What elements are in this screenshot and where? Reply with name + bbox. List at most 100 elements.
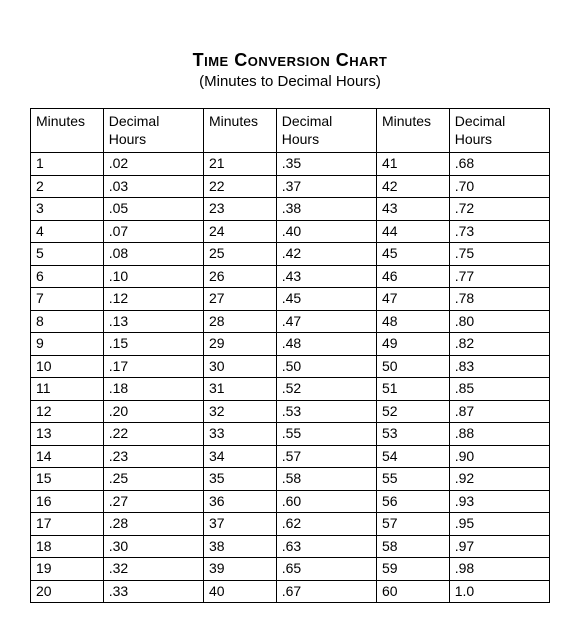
table-cell: .67 (276, 580, 376, 603)
table-cell: .53 (276, 400, 376, 423)
table-cell: .40 (276, 220, 376, 243)
table-cell: 28 (203, 310, 276, 333)
table-row: 12.2032.5352.87 (31, 400, 550, 423)
table-cell: 16 (31, 490, 104, 513)
table-row: 2.0322.3742.70 (31, 175, 550, 198)
table-cell: .80 (449, 310, 549, 333)
table-cell: .18 (103, 378, 203, 401)
table-cell: .93 (449, 490, 549, 513)
table-cell: 15 (31, 468, 104, 491)
table-cell: .88 (449, 423, 549, 446)
table-cell: 12 (31, 400, 104, 423)
table-cell: .02 (103, 153, 203, 176)
table-row: 15.2535.5855.92 (31, 468, 550, 491)
table-cell: .73 (449, 220, 549, 243)
table-cell: .83 (449, 355, 549, 378)
table-cell: 54 (376, 445, 449, 468)
table-cell: .58 (276, 468, 376, 491)
table-cell: 5 (31, 243, 104, 266)
table-head: MinutesDecimalHoursMinutesDecimalHoursMi… (31, 109, 550, 153)
table-cell: .45 (276, 288, 376, 311)
table-cell: .13 (103, 310, 203, 333)
table-cell: 25 (203, 243, 276, 266)
table-cell: .32 (103, 558, 203, 581)
table-row: 18.3038.6358.97 (31, 535, 550, 558)
table-cell: 9 (31, 333, 104, 356)
table-cell: 58 (376, 535, 449, 558)
table-cell: 44 (376, 220, 449, 243)
table-cell: 52 (376, 400, 449, 423)
table-cell: 1.0 (449, 580, 549, 603)
table-cell: .27 (103, 490, 203, 513)
table-row: 10.1730.5050.83 (31, 355, 550, 378)
page-container: Time Conversion Chart (Minutes to Decima… (0, 0, 580, 633)
table-cell: .42 (276, 243, 376, 266)
table-cell: .57 (276, 445, 376, 468)
table-cell: 31 (203, 378, 276, 401)
table-cell: .75 (449, 243, 549, 266)
table-cell: .33 (103, 580, 203, 603)
table-cell: 60 (376, 580, 449, 603)
table-cell: 33 (203, 423, 276, 446)
table-header-cell: Minutes (31, 109, 104, 153)
table-cell: 35 (203, 468, 276, 491)
table-cell: 32 (203, 400, 276, 423)
table-cell: 36 (203, 490, 276, 513)
table-cell: .60 (276, 490, 376, 513)
table-row: 8.1328.4748.80 (31, 310, 550, 333)
table-cell: 37 (203, 513, 276, 536)
table-header-cell: Minutes (376, 109, 449, 153)
table-cell: 8 (31, 310, 104, 333)
table-cell: .30 (103, 535, 203, 558)
table-cell: 18 (31, 535, 104, 558)
table-cell: 6 (31, 265, 104, 288)
table-cell: .28 (103, 513, 203, 536)
table-row: 9.1529.4849.82 (31, 333, 550, 356)
table-cell: .07 (103, 220, 203, 243)
table-cell: .68 (449, 153, 549, 176)
table-cell: .43 (276, 265, 376, 288)
table-cell: 49 (376, 333, 449, 356)
table-row: 20.3340.67601.0 (31, 580, 550, 603)
table-cell: 21 (203, 153, 276, 176)
table-header-cell: Minutes (203, 109, 276, 153)
table-row: 4.0724.4044.73 (31, 220, 550, 243)
table-cell: .97 (449, 535, 549, 558)
table-cell: .23 (103, 445, 203, 468)
table-cell: 56 (376, 490, 449, 513)
table-cell: .37 (276, 175, 376, 198)
table-cell: .72 (449, 198, 549, 221)
table-cell: 53 (376, 423, 449, 446)
table-cell: .95 (449, 513, 549, 536)
table-cell: 55 (376, 468, 449, 491)
table-header-cell: DecimalHours (276, 109, 376, 153)
table-cell: .82 (449, 333, 549, 356)
table-cell: .22 (103, 423, 203, 446)
table-body: 1.0221.3541.682.0322.3742.703.0523.3843.… (31, 153, 550, 603)
table-row: 17.2837.6257.95 (31, 513, 550, 536)
table-row: 16.2736.6056.93 (31, 490, 550, 513)
table-cell: .50 (276, 355, 376, 378)
table-cell: .05 (103, 198, 203, 221)
table-cell: 7 (31, 288, 104, 311)
table-cell: 40 (203, 580, 276, 603)
table-cell: 29 (203, 333, 276, 356)
table-cell: 22 (203, 175, 276, 198)
table-cell: .15 (103, 333, 203, 356)
conversion-table: MinutesDecimalHoursMinutesDecimalHoursMi… (30, 108, 550, 603)
table-cell: .08 (103, 243, 203, 266)
table-cell: .70 (449, 175, 549, 198)
table-cell: 10 (31, 355, 104, 378)
table-cell: 38 (203, 535, 276, 558)
table-header-row: MinutesDecimalHoursMinutesDecimalHoursMi… (31, 109, 550, 153)
table-cell: 57 (376, 513, 449, 536)
table-cell: 1 (31, 153, 104, 176)
table-cell: 34 (203, 445, 276, 468)
table-cell: .98 (449, 558, 549, 581)
table-cell: .62 (276, 513, 376, 536)
page-title: Time Conversion Chart (30, 50, 550, 71)
table-cell: 23 (203, 198, 276, 221)
table-cell: .78 (449, 288, 549, 311)
table-cell: 3 (31, 198, 104, 221)
table-cell: 48 (376, 310, 449, 333)
